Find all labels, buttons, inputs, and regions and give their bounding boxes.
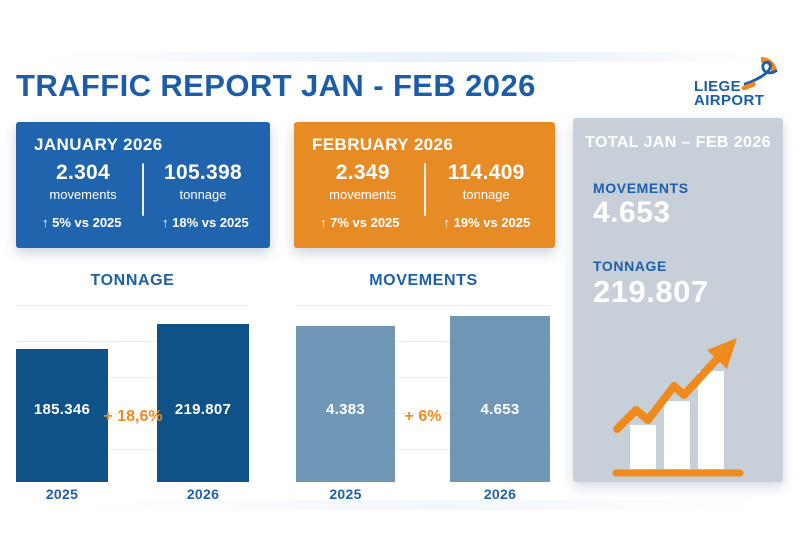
liege-airport-logo: LIEGE AIRPORT [692,56,782,109]
february-summary-card: FEBRUARY 2026 2.349 movements ↑ 7% vs 20… [294,122,555,248]
growth-percentage-label: + 18,6% [103,408,163,425]
total-movements-value: 4.653 [593,196,671,229]
gridline [16,341,249,342]
february-movements-block: 2.349 movements ↑ 7% vs 2025 [302,159,424,230]
tonnage-label: tonnage [179,187,227,202]
movements-value: 2.349 [335,161,390,184]
logo-wordmark: LIEGE AIRPORT [694,78,765,109]
tonnage-plot-area: 185.346 219.807 + 18,6% [16,298,249,482]
gridline [296,377,551,378]
logo-line-1: LIEGE [694,78,742,95]
bar-2025: 185.346 [16,349,108,482]
background-accent-band [0,52,800,62]
tonnage-value: 114.409 [447,161,525,184]
bar-2025: 4.383 [296,326,395,482]
total-summary-card: TOTAL JAN – FEB 2026 MOVEMENTS 4.653 TON… [573,118,783,482]
gridline [16,413,249,414]
gridline [296,413,551,414]
tonnage-bar-chart: TONNAGE 185.346 219.807 + 18,6% 2025 202… [16,272,249,502]
movements-delta: ↑ 5% vs 2025 [42,215,122,230]
movements-plot-area: 4.383 4.653 + 6% [296,298,551,482]
january-tonnage-block: 105.398 tonnage ↑ 18% vs 2025 [144,159,262,230]
bar-value-label: 4.653 [480,401,520,418]
movements-bar-chart: MOVEMENTS 4.383 4.653 + 6% 2025 2026 [296,272,551,502]
tonnage-chart-title: TONNAGE [90,272,175,289]
tonnage-delta: ↑ 19% vs 2025 [443,215,531,230]
x-axis-label-2026: 2026 [186,486,220,502]
tonnage-delta: ↑ 18% vs 2025 [162,215,249,230]
bar-value-label: 219.807 [174,401,232,418]
tonnage-label: tonnage [462,187,510,202]
card-divider [423,163,426,216]
february-tonnage-block: 114.409 tonnage ↑ 19% vs 2025 [426,159,548,230]
movements-value: 2.304 [55,161,111,184]
gridline [296,341,551,342]
airport-swoosh-icon [741,56,778,90]
card-divider [142,163,144,216]
movements-label: movements [329,187,397,202]
x-axis-label-2026: 2026 [483,486,517,502]
gridline [296,305,551,306]
growth-chart-icon [612,338,744,477]
bar-2026: 219.807 [157,324,249,482]
logo-line-2: AIRPORT [694,92,765,109]
movements-delta: ↑ 7% vs 2025 [320,215,400,230]
total-card-title: TOTAL JAN – FEB 2026 [585,134,771,151]
bar-2026: 4.653 [450,316,550,482]
january-movements-block: 2.304 movements ↑ 5% vs 2025 [24,159,142,230]
gridline [16,449,249,450]
total-tonnage-value: 219.807 [593,274,709,309]
tonnage-value: 105.398 [163,161,242,184]
total-tonnage-label: TONNAGE [593,258,667,274]
page-title: TRAFFIC REPORT JAN - FEB 2026 [16,68,536,103]
movements-chart-title: MOVEMENTS [369,272,478,289]
total-movements-label: MOVEMENTS [593,180,689,196]
bar-value-label: 4.383 [325,401,366,418]
gridline [16,305,249,306]
x-axis-label-2025: 2025 [45,486,79,502]
gridline [16,377,249,378]
movements-label: movements [49,187,117,202]
february-card-title: FEBRUARY 2026 [312,135,454,154]
january-summary-card: JANUARY 2026 2.304 movements ↑ 5% vs 202… [16,122,270,248]
bar-value-label: 185.346 [33,401,91,418]
january-card-title: JANUARY 2026 [34,135,163,154]
growth-percentage-label: + 6% [404,408,442,425]
x-axis-label-2025: 2025 [329,486,362,502]
gridline [296,449,551,450]
